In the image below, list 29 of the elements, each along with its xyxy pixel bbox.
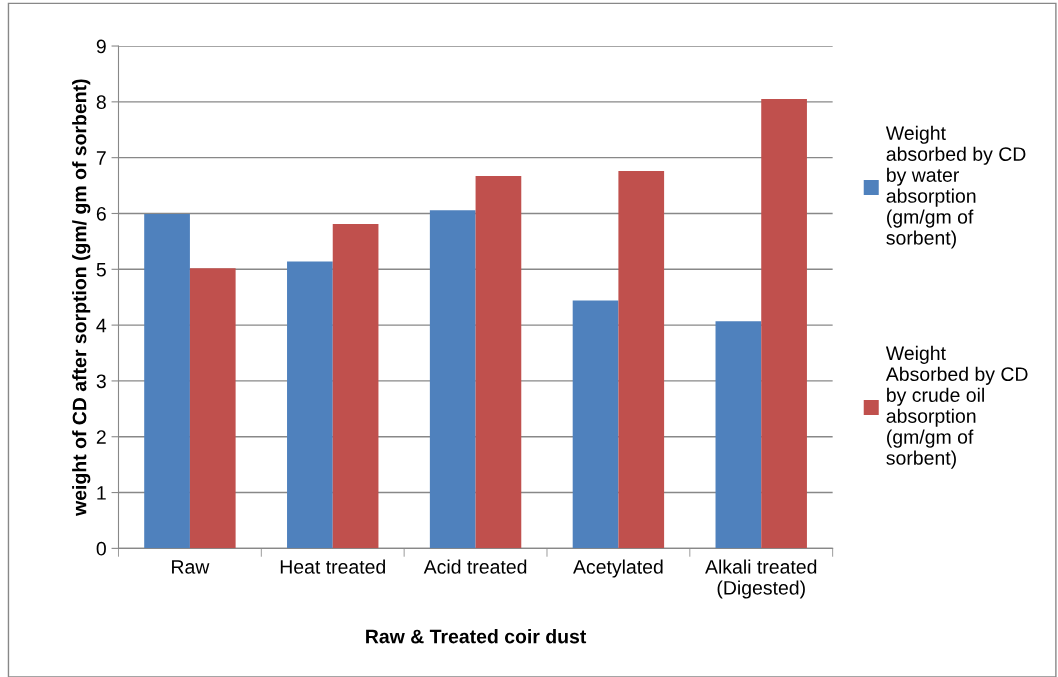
bar	[475, 176, 522, 549]
legend-label: Weight Absorbed by CD by crude oil absorption (gm/gm of sorbent)	[885, 345, 1028, 469]
y-tick-label: 5	[96, 262, 106, 277]
y-tick-label: 9	[96, 39, 106, 54]
y-tick-label: 4	[96, 318, 107, 333]
x-tick-label: Heat treated	[280, 559, 385, 574]
y-tick-label: 3	[96, 374, 106, 389]
x-tick-label: Acid treated	[423, 559, 527, 574]
y-tick-label: 6	[96, 206, 106, 221]
bar	[618, 171, 665, 549]
y-tick-label: 2	[96, 430, 106, 444]
x-axis-title: Raw & Treated coir dust	[366, 629, 587, 644]
x-tick-label: Alkali treated (Digested)	[705, 559, 817, 599]
bar	[715, 321, 762, 549]
bar	[572, 300, 619, 549]
legend-label: Weight absorbed by CD by water absorption (gm/gm of sorbent)	[885, 125, 1026, 249]
x-tick-label: Raw	[172, 560, 210, 574]
x-tick-label: Acetylated	[573, 559, 663, 578]
y-tick-label: 0	[96, 541, 106, 556]
bar	[144, 214, 190, 549]
bar	[287, 261, 333, 549]
bar	[332, 224, 379, 549]
y-tick-label: 8	[96, 95, 106, 110]
bar	[189, 268, 236, 549]
bar	[761, 99, 807, 549]
y-axis-title: weight of CD after sorption (gm/ gm of sorbent)	[72, 79, 91, 516]
y-tick-label: 1	[97, 486, 106, 500]
y-tick-label: 7	[96, 151, 106, 165]
bar	[429, 210, 476, 549]
